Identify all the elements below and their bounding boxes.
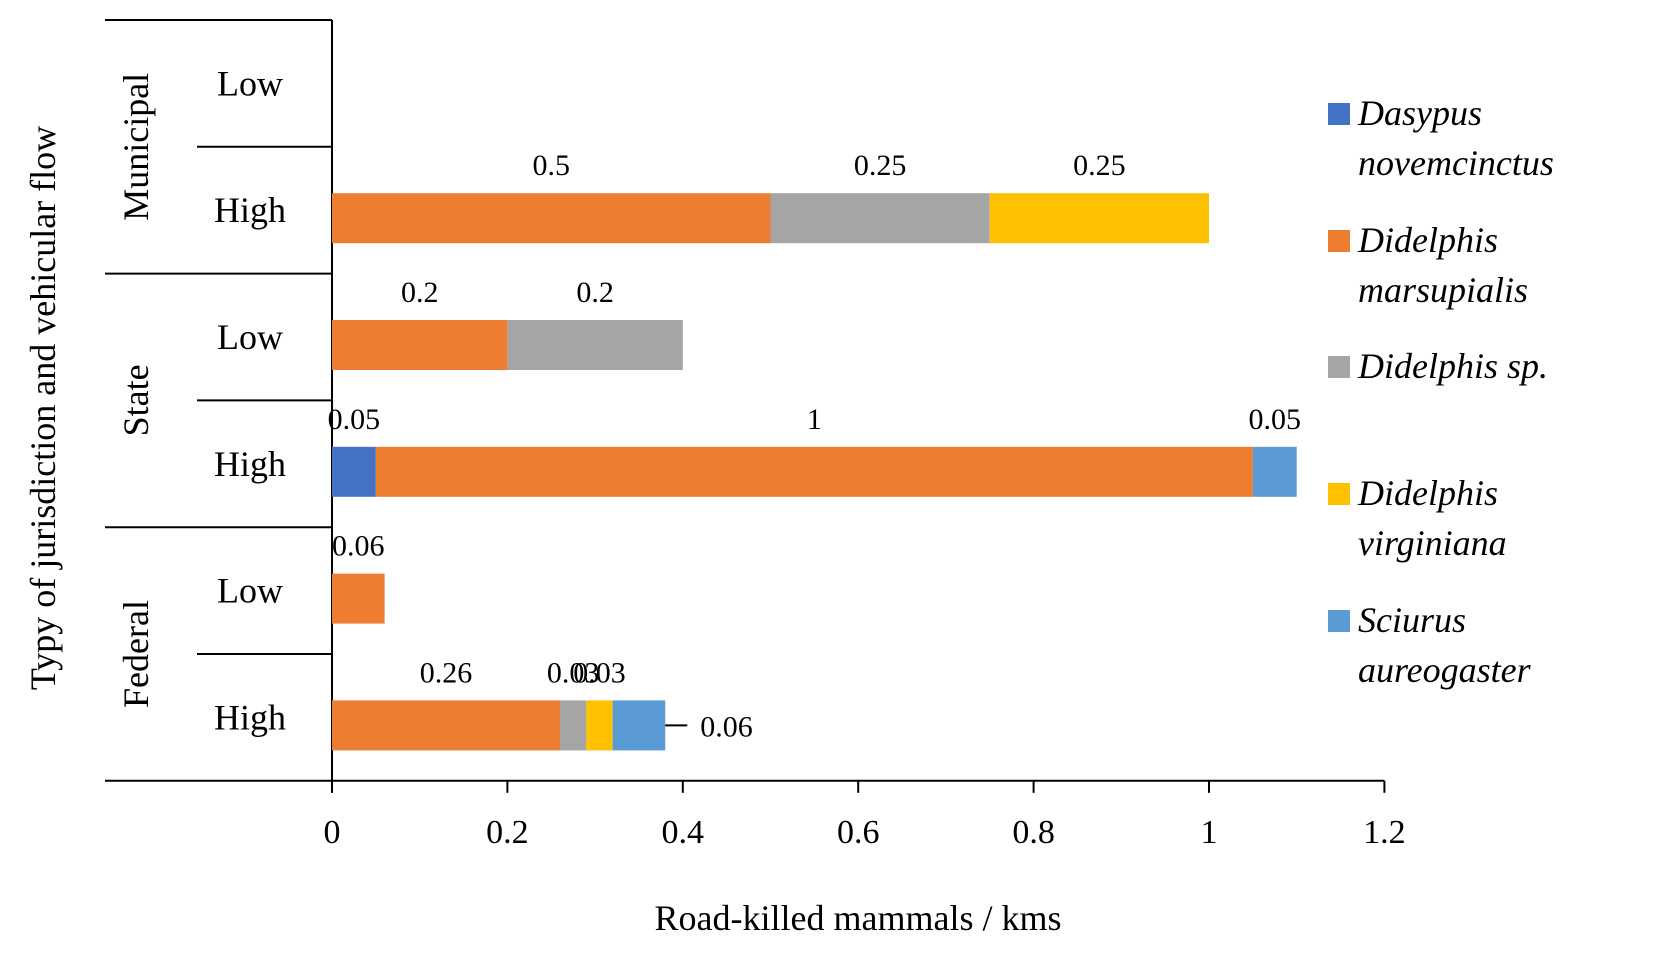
legend-entry: Dasypus: [1357, 93, 1482, 133]
bar-segment: [332, 700, 561, 751]
x-tick-label: 0.6: [837, 814, 880, 851]
legend-entry: virginiana: [1358, 523, 1507, 563]
data-label: 0.06: [332, 530, 385, 563]
legend-entry: novemcinctus: [1358, 143, 1554, 183]
data-label: 0.2: [576, 276, 614, 309]
data-label: 0.03: [547, 656, 600, 689]
legend-entry: Didelphis sp.: [1357, 346, 1548, 386]
legend-entry: Didelphis: [1357, 473, 1498, 513]
group-label: Municipal: [116, 73, 156, 221]
bar-segment: [560, 700, 587, 751]
x-tick-label: 0.2: [486, 814, 529, 851]
legend-swatch: [1328, 230, 1350, 252]
legend-swatch: [1328, 103, 1350, 125]
legend-entry: aureogaster: [1358, 650, 1532, 690]
legend-entry: marsupialis: [1358, 270, 1528, 310]
category-label: High: [214, 697, 286, 737]
x-axis-title: Road-killed mammals / kms: [655, 898, 1062, 938]
category-label: Low: [217, 571, 283, 611]
data-label-layer: 0.5 0.25 0.250.2 0.20.05 1 0.050.060.26 0.030.…: [328, 149, 1301, 743]
x-tick-label: 1: [1201, 814, 1218, 851]
x-tick-label: 0: [324, 814, 341, 851]
category-labels: Low High Low High Low High Municipal State Feder…: [116, 63, 286, 737]
bar-segment: [586, 700, 613, 751]
data-label: 0.05: [328, 403, 381, 436]
bar-segment: [332, 446, 376, 497]
bar-segment: [332, 320, 508, 370]
category-label: High: [214, 190, 286, 230]
bar-segment: [989, 193, 1209, 244]
data-label: 0.5: [533, 149, 571, 182]
legend: Dasypus novemcinctus Didelphis marsupialis D…: [1328, 93, 1554, 690]
legend-entry: Didelphis: [1357, 220, 1498, 260]
data-label: 0.03: [573, 656, 626, 689]
x-tick-label: 0.8: [1012, 814, 1055, 851]
data-label: 0.26: [420, 656, 473, 689]
bar-layer: [332, 193, 1297, 751]
legend-entry: Sciurus: [1358, 600, 1466, 640]
data-label: 0.06: [700, 710, 753, 743]
category-label: Low: [217, 63, 283, 103]
bar-segment: [612, 700, 666, 751]
category-label: Low: [217, 317, 283, 357]
data-label: 0.05: [1249, 403, 1302, 436]
data-label: 1: [807, 403, 822, 436]
x-tick-label: 0.4: [662, 814, 705, 851]
data-label: 0.2: [401, 276, 439, 309]
y-axis-title: Typy of jurisdiction and vehicular flow: [23, 126, 63, 690]
data-label: 0.25: [1073, 149, 1126, 182]
bar-segment: [770, 193, 990, 244]
category-frame: [105, 19, 1385, 793]
x-axis: 0 0.2 0.4 0.6 0.8 1 1.2: [324, 780, 1406, 851]
legend-swatch: [1328, 610, 1350, 632]
group-label: State: [116, 364, 156, 436]
category-label: High: [214, 444, 286, 484]
bar-segment: [332, 573, 385, 624]
legend-swatch: [1328, 483, 1350, 505]
data-label: 0.25: [854, 149, 907, 182]
bar-segment: [375, 446, 1253, 497]
group-label: Federal: [116, 600, 156, 708]
legend-swatch: [1328, 356, 1350, 378]
bar-segment: [1252, 446, 1297, 497]
bar-segment: [507, 320, 683, 370]
x-tick-label: 1.2: [1363, 814, 1406, 851]
bar-segment: [332, 193, 771, 244]
